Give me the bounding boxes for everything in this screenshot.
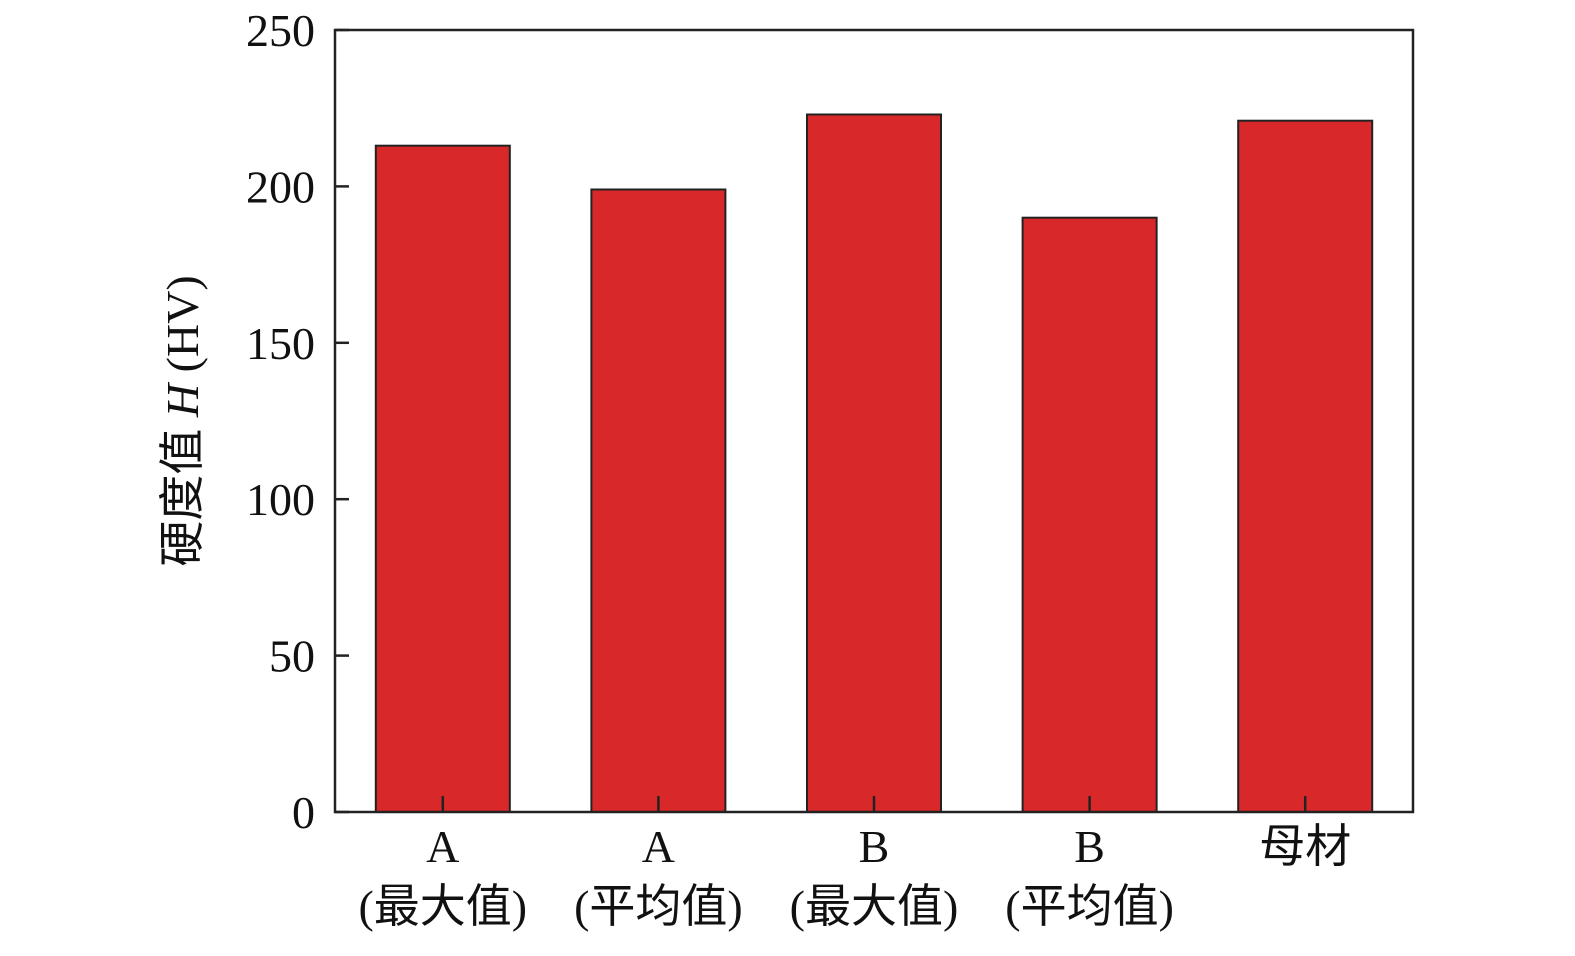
bar-3 — [1021, 216, 1158, 813]
y-axis-label: 硬度值 H (HV) — [157, 275, 208, 566]
y-tick-label-5: 250 — [246, 5, 315, 56]
bar-0 — [374, 144, 511, 813]
x-tick-label-3: B (平均值) — [1005, 821, 1174, 932]
x-tick-label-2: B (最大值) — [790, 821, 959, 932]
bar-2 — [806, 113, 942, 813]
x-tick-label-4: 母材 — [1259, 821, 1351, 872]
x-ticks-group: A (最大值) A (平均值) B (最大值) B (平均值) 母材 — [358, 796, 1351, 932]
y-tick-label-3: 150 — [246, 318, 315, 369]
bar-1 — [590, 188, 727, 813]
y-tick-label-0: 0 — [292, 787, 315, 838]
y-axis-label-unit: (HV) — [157, 275, 208, 372]
y-tick-label-1: 50 — [269, 631, 315, 682]
y-axis-label-main: 硬度值 — [157, 429, 208, 567]
bars-group — [374, 113, 1374, 813]
x-tick-label-1: A (平均值) — [574, 821, 743, 932]
x-tick-label-0: A (最大值) — [358, 821, 527, 932]
y-axis-label-var: H — [157, 381, 208, 418]
y-tick-label-4: 200 — [246, 161, 315, 212]
bar-4 — [1237, 119, 1374, 813]
y-ticks-group: 0 50 100 150 200 250 — [246, 5, 349, 838]
y-tick-label-2: 100 — [246, 474, 315, 525]
